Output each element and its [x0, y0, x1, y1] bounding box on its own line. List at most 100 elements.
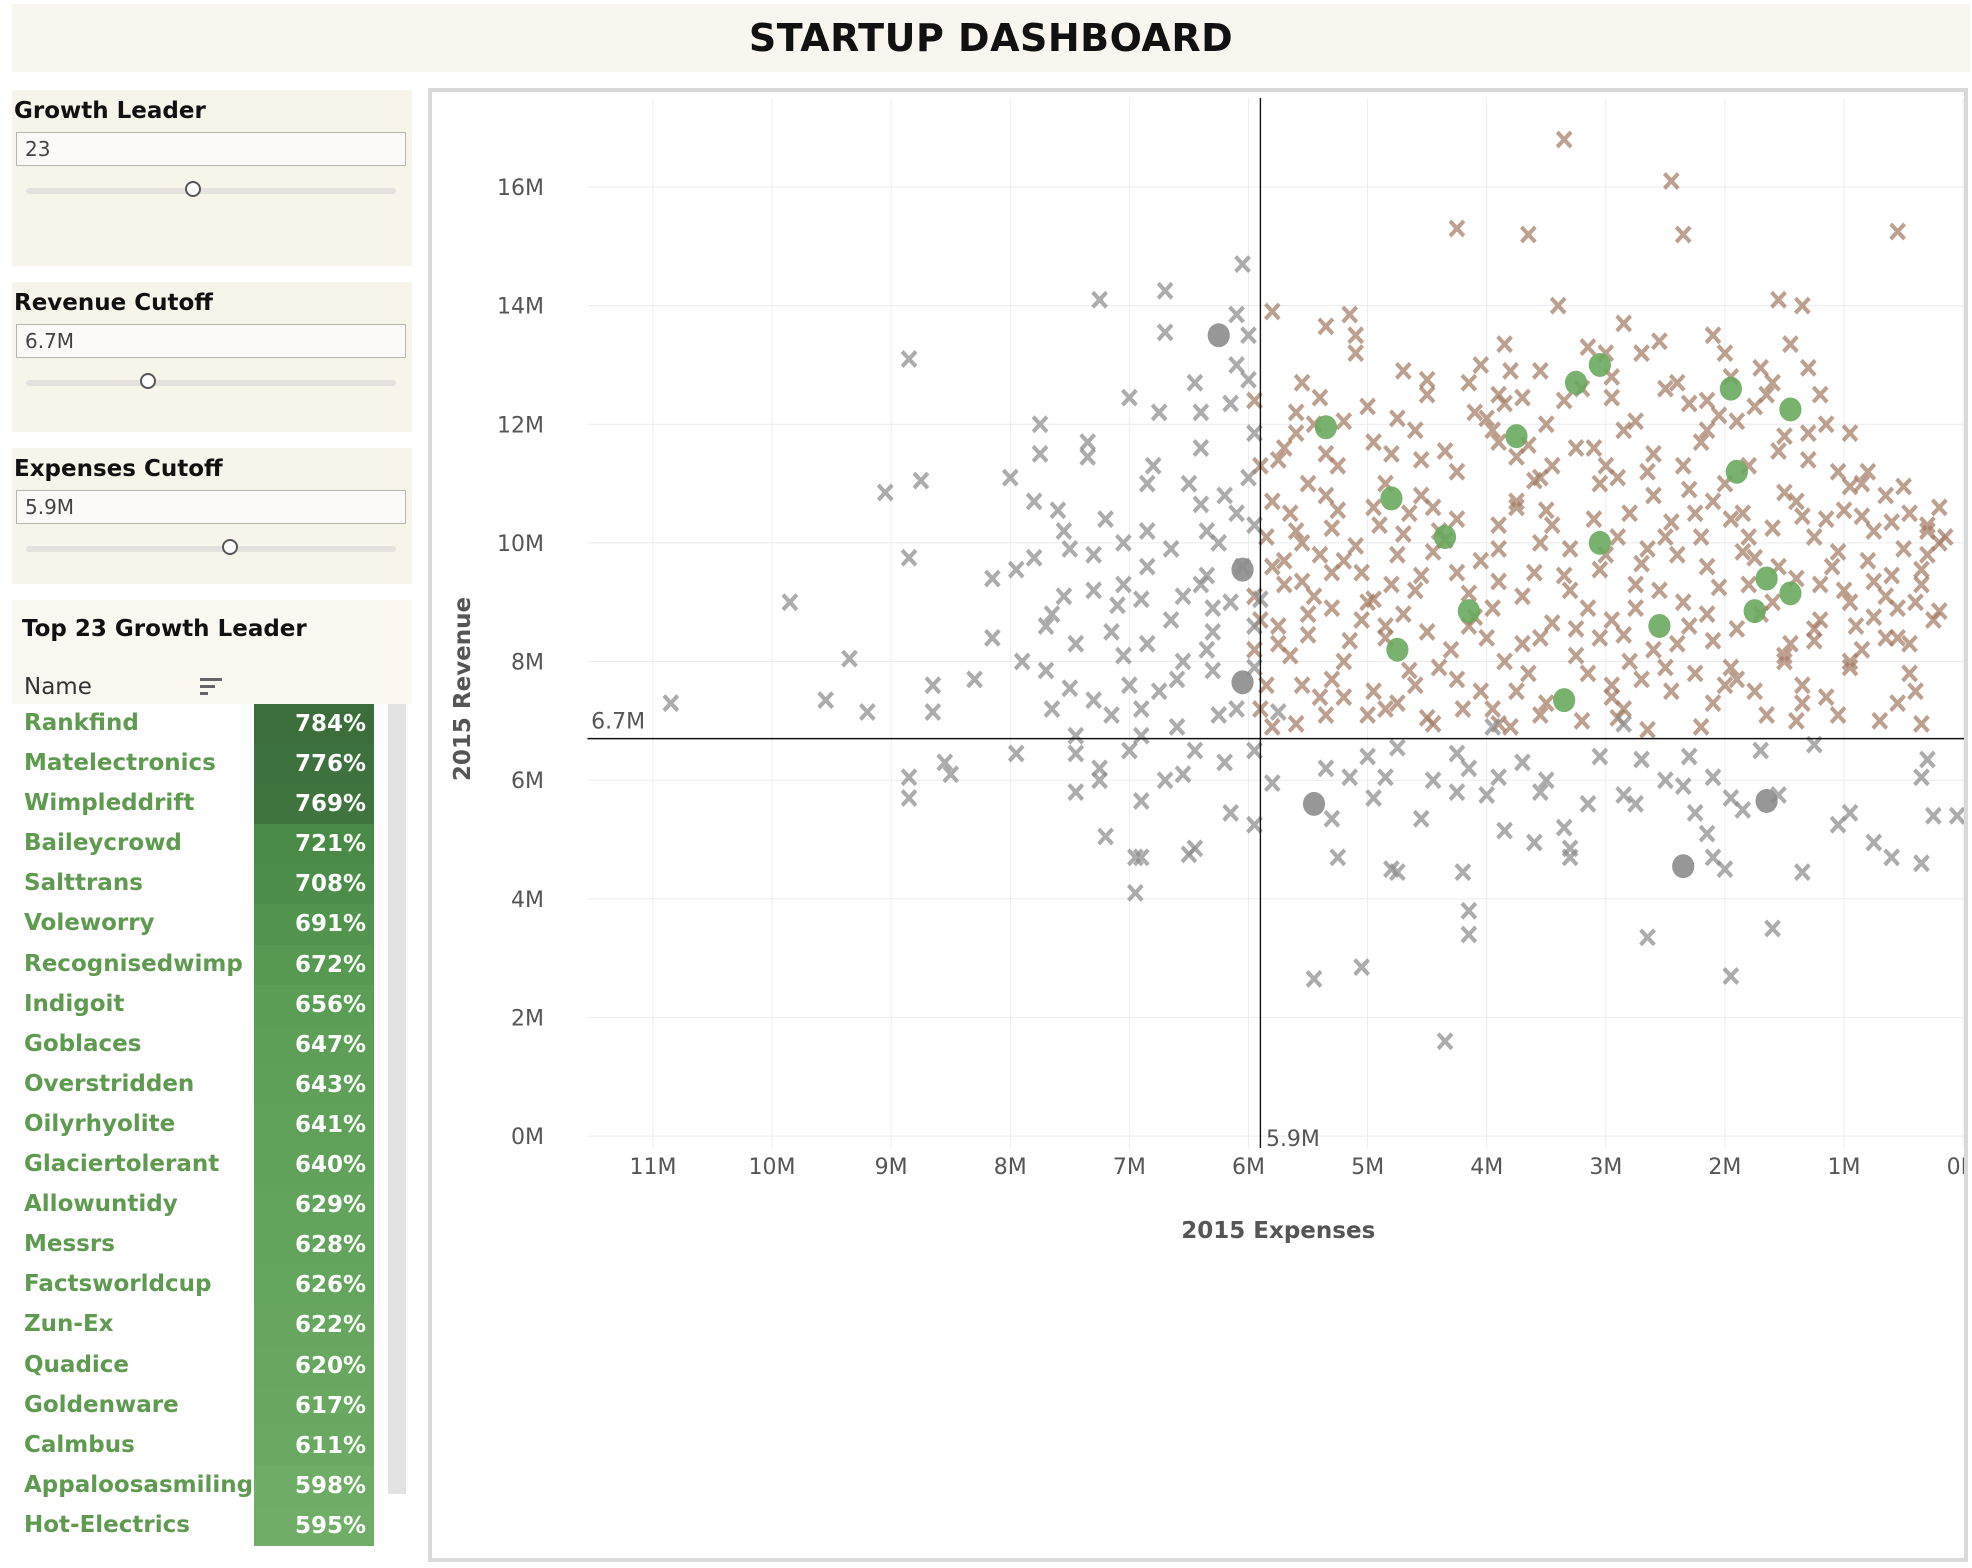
qualified-startup-point — [1567, 439, 1585, 457]
qualified-startup-point — [1591, 474, 1609, 493]
qualified-startup-point — [1651, 581, 1668, 600]
startup-point — [1460, 925, 1478, 944]
qualified-startup-point — [1776, 652, 1793, 671]
qualified-startup-point — [1418, 385, 1436, 404]
startup-point — [1716, 860, 1734, 879]
table-row[interactable]: Baileycrowd 721% — [12, 824, 412, 865]
qualified-startup-point — [1603, 388, 1621, 407]
leader-name: Goldenware — [24, 1391, 179, 1418]
qualified-startup-point — [1621, 652, 1638, 671]
expenses-cutoff-slider[interactable] — [26, 539, 396, 555]
startup-point — [1240, 468, 1257, 487]
startup-point — [1925, 806, 1942, 825]
table-row[interactable]: Allowuntidy 629% — [12, 1185, 412, 1226]
startup-point — [942, 765, 960, 784]
qualified-startup-point — [1472, 551, 1490, 570]
qualified-startup-point — [1579, 338, 1597, 357]
qualified-startup-point — [1502, 717, 1519, 736]
sort-icon[interactable] — [198, 676, 224, 698]
table-row[interactable]: Quadice 620% — [12, 1345, 412, 1386]
qualified-startup-point — [1263, 492, 1281, 511]
qualified-startup-point — [1913, 560, 1930, 579]
growth-leader-point — [1719, 376, 1742, 401]
growth-leader-point — [1314, 415, 1338, 440]
startup-point — [1192, 439, 1210, 457]
qualified-startup-point — [1508, 492, 1525, 511]
qualified-startup-point — [1841, 652, 1859, 671]
qualified-startup-point — [1365, 590, 1382, 609]
startup-point — [1138, 474, 1156, 493]
table-row[interactable]: Oilyrhyolite 641% — [12, 1104, 412, 1146]
qualified-startup-point — [1841, 424, 1859, 443]
table-title: Top 23 Growth Leader — [22, 616, 307, 642]
expenses-cutoff-input[interactable]: 5.9M — [16, 490, 406, 524]
table-scrollbar[interactable] — [388, 704, 406, 1494]
table-row[interactable]: Zun-Ex 622% — [12, 1305, 412, 1346]
startup-point — [1168, 670, 1186, 689]
table-row[interactable]: Hot-Electrics 595% — [12, 1505, 412, 1546]
leader-name: Appaloosasmiling — [24, 1471, 254, 1498]
startup-point — [1919, 750, 1936, 769]
growth-leader-slider[interactable] — [26, 181, 396, 197]
table-row[interactable]: Appaloosasmiling 598% — [12, 1465, 412, 1506]
table-row[interactable]: Wimpleddrift 769% — [12, 784, 412, 825]
revenue-cutoff-slider-handle[interactable] — [140, 373, 157, 389]
qualified-startup-point — [1275, 551, 1293, 570]
qualified-startup-point — [1347, 536, 1365, 555]
qualified-startup-point — [1615, 625, 1633, 644]
qualified-startup-point — [1406, 676, 1424, 695]
table-row[interactable]: Indigoit 656% — [12, 984, 412, 1025]
table-row[interactable]: Matelectronics 776% — [12, 744, 412, 785]
qualified-startup-point — [1383, 575, 1400, 594]
table-row[interactable]: Goldenware 617% — [12, 1385, 412, 1426]
qualified-startup-point — [1484, 421, 1501, 440]
qualified-startup-point — [1799, 358, 1817, 377]
growth-leader-point-out — [1302, 791, 1326, 816]
table-row[interactable]: Factsworldcup 626% — [12, 1265, 412, 1306]
table-row[interactable]: Goblaces 647% — [12, 1024, 412, 1065]
startup-point — [1246, 424, 1263, 443]
table-row[interactable]: Rankfind 784% — [12, 704, 412, 745]
revenue-cutoff-input[interactable]: 6.7M — [16, 324, 406, 358]
startup-point — [1633, 750, 1650, 769]
startup-point — [1204, 622, 1222, 641]
qualified-startup-point — [1859, 462, 1877, 481]
startup-point — [1496, 821, 1513, 840]
qualified-startup-point — [1698, 557, 1716, 576]
qualified-startup-point — [1400, 504, 1418, 523]
x-tick-label: 6M — [1232, 1155, 1265, 1180]
qualified-startup-point — [1430, 658, 1448, 677]
table-row[interactable]: Salttrans 708% — [12, 864, 412, 905]
growth-leader-slider-handle[interactable] — [184, 181, 201, 197]
revenue-cutoff-slider[interactable] — [26, 373, 396, 389]
growth-value: 626% — [254, 1265, 374, 1306]
table-row[interactable]: Recognisedwimp 672% — [12, 944, 412, 985]
qualified-startup-point — [1341, 305, 1359, 324]
growth-leader-point — [1564, 370, 1588, 395]
qualified-startup-point — [1704, 326, 1722, 345]
growth-value: 769% — [254, 784, 374, 825]
x-axis-title: 2015 Expenses — [1181, 1218, 1375, 1244]
startup-point — [1764, 919, 1781, 938]
qualified-startup-point — [1531, 628, 1549, 647]
table-row[interactable]: Voleworry 691% — [12, 904, 412, 945]
table-row[interactable]: Glaciertolerant 640% — [12, 1145, 412, 1186]
x-tick-label: 2M — [1708, 1155, 1741, 1180]
table-row[interactable]: Messrs 628% — [12, 1225, 412, 1266]
table-row[interactable]: Calmbus 611% — [12, 1425, 412, 1466]
qualified-startup-point — [1782, 335, 1799, 354]
expenses-cutoff-slider-handle[interactable] — [221, 539, 238, 555]
qualified-startup-point — [1782, 634, 1799, 653]
growth-leader-input[interactable]: 23 — [16, 132, 406, 166]
x-tick-label: 11M — [629, 1155, 676, 1180]
leader-name: Messrs — [24, 1231, 115, 1258]
startup-point — [1555, 818, 1573, 837]
qualified-startup-point — [1841, 593, 1859, 612]
name-column-header[interactable]: Name — [24, 674, 92, 700]
qualified-startup-point — [1377, 700, 1394, 719]
startup-point — [1043, 700, 1061, 719]
startup-point — [1305, 969, 1323, 988]
startup-point — [1132, 700, 1150, 719]
table-row[interactable]: Overstridden 643% — [12, 1064, 412, 1105]
qualified-startup-point — [1281, 504, 1299, 523]
